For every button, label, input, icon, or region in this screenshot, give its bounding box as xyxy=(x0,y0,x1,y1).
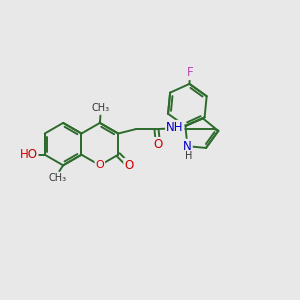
Text: CH₃: CH₃ xyxy=(92,103,110,113)
Text: O: O xyxy=(124,159,134,172)
Text: NH: NH xyxy=(166,121,184,134)
Text: H: H xyxy=(185,152,193,161)
Text: O: O xyxy=(153,138,163,151)
Text: F: F xyxy=(187,66,193,79)
Text: HO: HO xyxy=(20,148,38,161)
Text: CH₃: CH₃ xyxy=(49,173,67,183)
Text: O: O xyxy=(95,160,104,170)
Text: N: N xyxy=(183,140,192,153)
